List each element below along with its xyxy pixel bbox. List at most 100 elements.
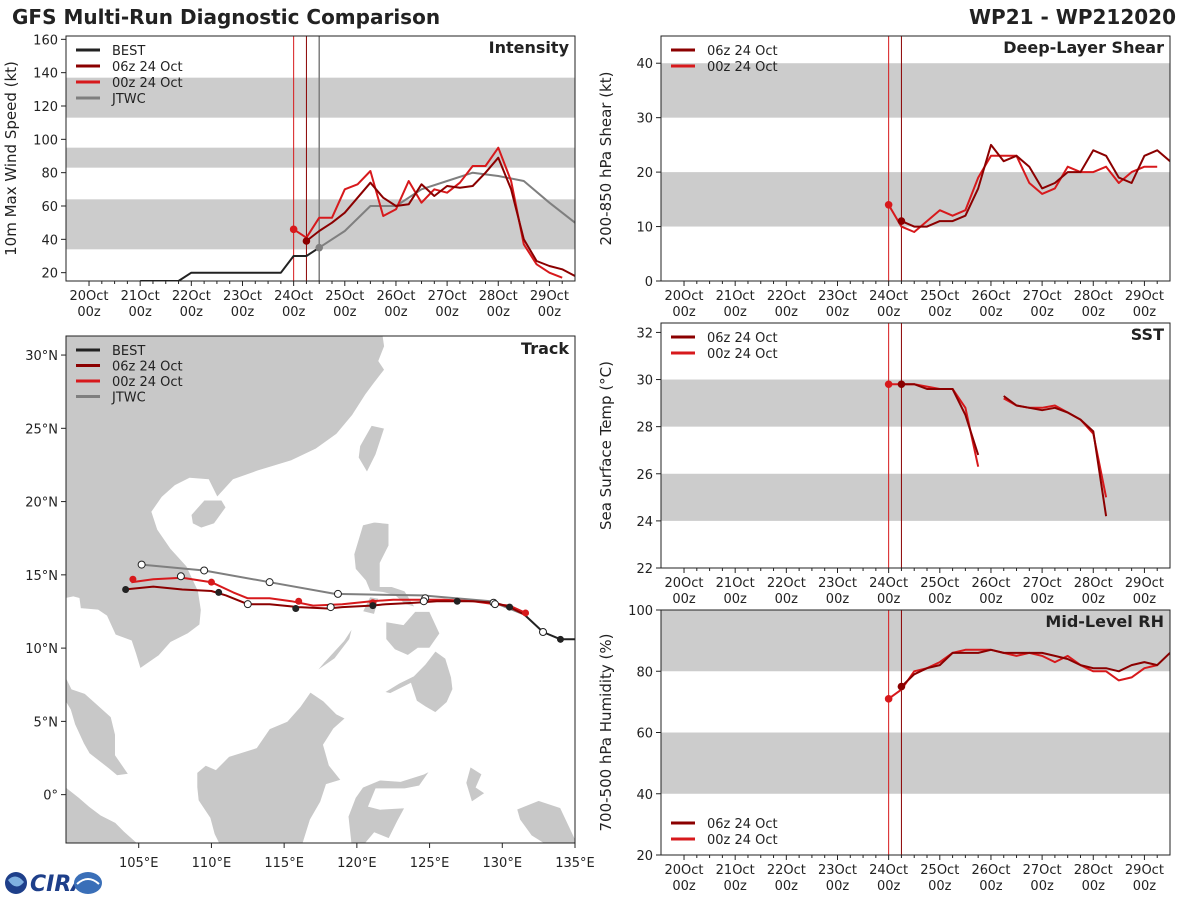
run06-init-marker xyxy=(897,217,906,225)
y-tick-label: 28 xyxy=(636,421,653,436)
run06-track-point xyxy=(122,586,130,593)
x-tick-hour-label: 00z xyxy=(180,305,204,320)
globe-swirl-icon xyxy=(8,876,24,887)
x-tick-hour-label: 00z xyxy=(826,879,850,894)
run00-init-marker xyxy=(884,200,893,209)
x-tick-day-label: 21Oct xyxy=(716,863,755,878)
run06-track-point xyxy=(215,588,223,596)
x-tick-day-label: 25Oct xyxy=(325,289,364,304)
x-tick-hour-label: 00z xyxy=(826,305,850,320)
run00-track-point xyxy=(295,597,303,605)
run06-track-point xyxy=(369,602,377,610)
x-tick-hour-label: 00z xyxy=(77,305,101,320)
x-tick-hour-label: 00z xyxy=(723,879,747,894)
y-tick-label: 100 xyxy=(628,604,653,619)
figure-title: GFS Multi-Run Diagnostic Comparison xyxy=(12,5,440,29)
y-tick-label: 10 xyxy=(636,221,653,236)
land-mindanao xyxy=(383,650,454,714)
x-tick-day-label: 28Oct xyxy=(479,289,518,304)
y-tick-label: 20 xyxy=(41,267,58,282)
latitude-label: 15°N xyxy=(25,569,58,584)
run00-init-marker xyxy=(884,380,893,389)
land-halmahera xyxy=(465,766,486,803)
run06-series-line xyxy=(901,383,980,456)
x-tick-day-label: 25Oct xyxy=(920,863,959,878)
x-tick-day-label: 23Oct xyxy=(223,289,262,304)
run00-init-marker xyxy=(884,695,893,703)
best-legend-label: BEST xyxy=(112,344,145,359)
run06-legend-label: 06z 24 Oct xyxy=(707,817,778,832)
run00-track-point xyxy=(419,597,428,606)
threshold-band xyxy=(661,379,1170,427)
y-tick-label: 40 xyxy=(636,788,653,803)
y-tick-label: 24 xyxy=(636,515,653,530)
x-tick-hour-label: 00z xyxy=(333,305,357,320)
x-tick-hour-label: 00z xyxy=(672,879,696,894)
x-tick-hour-label: 00z xyxy=(928,305,952,320)
x-tick-hour-label: 00z xyxy=(1133,305,1157,320)
x-tick-hour-label: 00z xyxy=(231,305,255,320)
threshold-band xyxy=(661,473,1170,521)
x-tick-hour-label: 00z xyxy=(435,305,459,320)
y-tick-label: 20 xyxy=(636,166,653,181)
run06-track-point xyxy=(453,597,461,605)
jtwc-track-point xyxy=(265,578,274,587)
x-tick-day-label: 28Oct xyxy=(1074,576,1113,591)
land-taiwan xyxy=(357,424,386,474)
y-tick-label: 60 xyxy=(636,727,653,742)
x-tick-hour-label: 00z xyxy=(877,305,901,320)
x-tick-hour-label: 00z xyxy=(1082,592,1106,607)
run00-init-marker xyxy=(289,225,298,234)
run06-legend-label: 06z 24 Oct xyxy=(112,60,183,75)
run06-init-marker xyxy=(897,380,906,389)
run00-track-point xyxy=(176,572,185,581)
panel-title: SST xyxy=(1131,325,1164,344)
run00-track-point xyxy=(243,600,252,609)
longitude-label: 115°E xyxy=(264,856,304,871)
y-tick-label: 40 xyxy=(636,57,653,72)
panel-title: Mid-Level RH xyxy=(1045,612,1164,631)
y-tick-label: 22 xyxy=(636,562,653,577)
run06-legend-label: 06z 24 Oct xyxy=(707,331,778,346)
x-tick-day-label: 24Oct xyxy=(869,289,908,304)
x-tick-hour-label: 00z xyxy=(1082,305,1106,320)
run00-track-point xyxy=(326,603,335,612)
run06-legend-label: 06z 24 Oct xyxy=(112,360,183,375)
run00-legend-label: 00z 24 Oct xyxy=(112,76,183,91)
x-tick-day-label: 26Oct xyxy=(971,576,1010,591)
x-tick-day-label: 29Oct xyxy=(1125,576,1164,591)
storm-id: WP21 - WP212020 xyxy=(969,5,1176,29)
x-tick-day-label: 29Oct xyxy=(1125,863,1164,878)
x-tick-hour-label: 00z xyxy=(1082,879,1106,894)
land-hainan xyxy=(190,499,227,529)
y-tick-label: 20 xyxy=(636,849,653,864)
run06-track-point xyxy=(292,605,300,613)
y-tick-label: 0 xyxy=(645,275,653,290)
x-tick-hour-label: 00z xyxy=(979,879,1003,894)
x-tick-day-label: 24Oct xyxy=(869,576,908,591)
longitude-label: 135°E xyxy=(555,856,595,871)
longitude-label: 120°E xyxy=(337,856,377,871)
x-tick-hour-label: 00z xyxy=(877,879,901,894)
series-group xyxy=(140,146,575,281)
longitude-label: 130°E xyxy=(483,856,523,871)
x-tick-day-label: 20Oct xyxy=(665,863,704,878)
y-tick-label: 160 xyxy=(33,33,58,48)
longitude-label: 125°E xyxy=(410,856,450,871)
x-tick-hour-label: 00z xyxy=(384,305,408,320)
best-track-point xyxy=(556,635,564,643)
run06-track-line xyxy=(124,585,525,616)
run00-legend-label: 00z 24 Oct xyxy=(707,60,778,75)
map-land xyxy=(66,336,575,843)
x-tick-hour-label: 00z xyxy=(1030,592,1054,607)
jtwc-track-point xyxy=(137,560,146,569)
x-tick-day-label: 26Oct xyxy=(971,863,1010,878)
run00-track-point xyxy=(491,600,500,609)
jtwc-track-point xyxy=(333,589,342,598)
x-tick-hour-label: 00z xyxy=(979,305,1003,320)
x-tick-hour-label: 00z xyxy=(979,592,1003,607)
rh-panel: 20Oct00z21Oct00z22Oct00z23Oct00z24Oct00z… xyxy=(597,604,1171,894)
x-tick-day-label: 22Oct xyxy=(767,576,806,591)
x-tick-day-label: 25Oct xyxy=(920,576,959,591)
y-tick-label: 100 xyxy=(33,133,58,148)
